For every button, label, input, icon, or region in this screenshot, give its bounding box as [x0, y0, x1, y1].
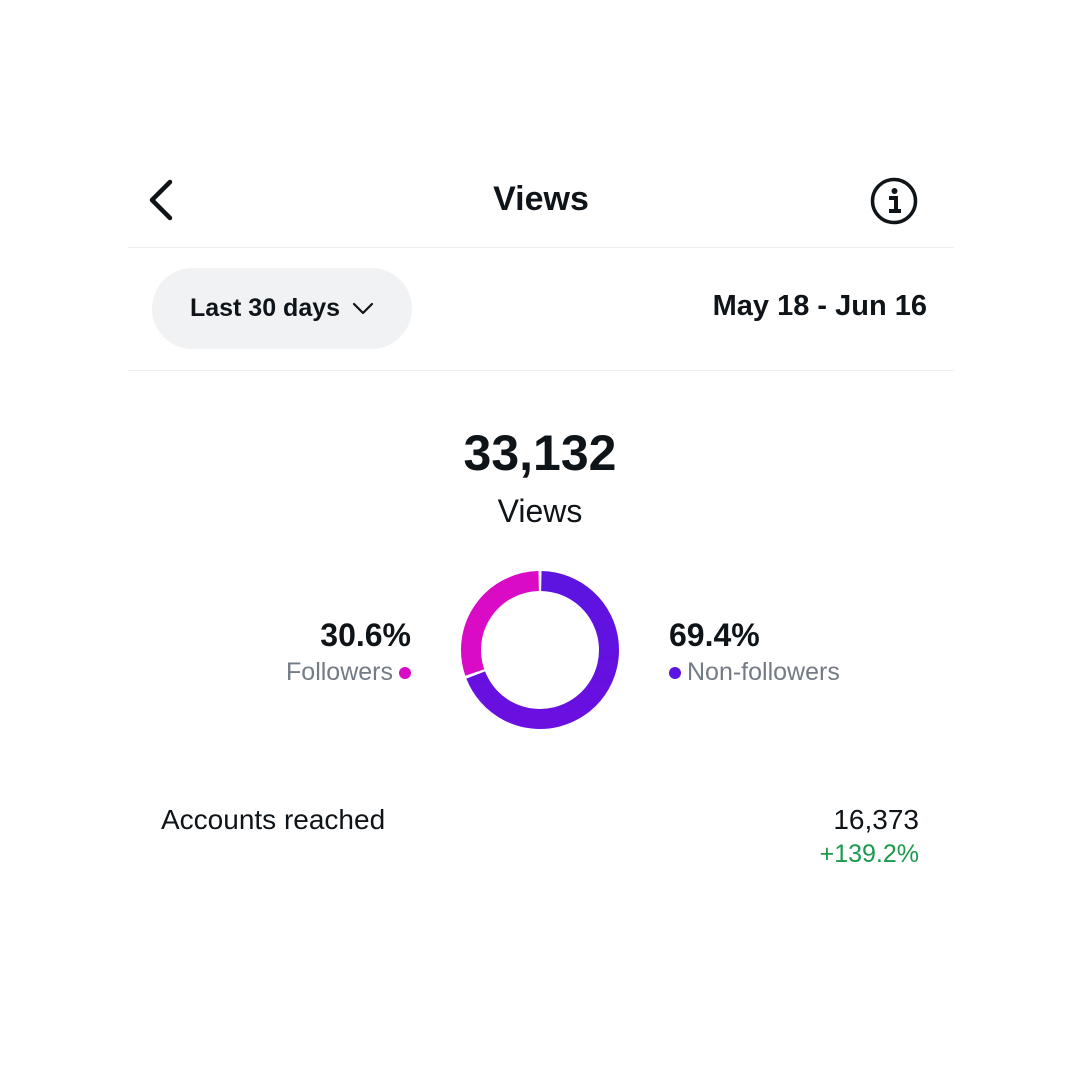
total-views-label: Views [497, 493, 583, 529]
date-range-dropdown-label: Last 30 days [189, 294, 341, 322]
date-range-text: May 18 - Jun 16 [712, 290, 927, 322]
non-followers-slice [466, 571, 619, 729]
back-button[interactable] [142, 178, 178, 222]
chevron-left-icon [149, 179, 173, 221]
followers-percentage: 30.6% [320, 617, 411, 653]
non-followers-legend-dot [669, 666, 681, 679]
filter-row: Last 30 days May 18 - Jun 16 [128, 248, 954, 371]
followers-legend-label: Followers [286, 658, 393, 686]
non-followers-percentage: 69.4% [669, 617, 760, 653]
date-range-dropdown[interactable]: Last 30 days [152, 268, 412, 349]
accounts-reached-label: Accounts reached [161, 804, 386, 835]
followers-legend: Followers [286, 658, 411, 687]
info-icon [870, 177, 918, 225]
followers-slice [461, 571, 540, 676]
non-followers-legend: Non-followers [669, 658, 840, 687]
info-button[interactable] [870, 177, 918, 225]
chevron-down-icon [352, 302, 374, 314]
followers-legend-dot [399, 666, 411, 679]
non-followers-legend-label: Non-followers [687, 658, 840, 686]
accounts-reached-change: +139.2% [819, 840, 919, 868]
header-bar: Views [128, 150, 954, 248]
page-title: Views [493, 180, 589, 218]
accounts-reached-value: 16,373 [833, 804, 919, 835]
total-views-value: 33,132 [463, 425, 617, 481]
audience-donut-chart [461, 571, 619, 729]
